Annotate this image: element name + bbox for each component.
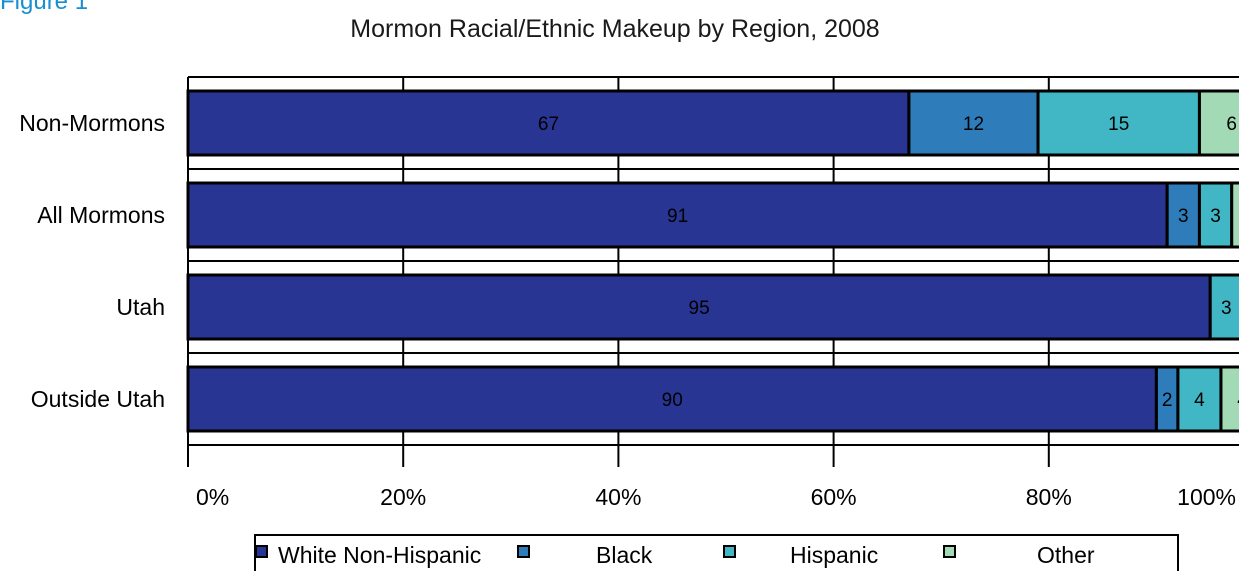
- legend-label: Other: [1037, 542, 1095, 568]
- legend-swatch: [943, 545, 956, 558]
- x-tick-label: 20%: [380, 484, 426, 510]
- x-tick-label: 40%: [595, 484, 641, 510]
- category-label: Outside Utah: [31, 386, 165, 412]
- data-label: 90: [662, 390, 683, 411]
- bar-segment: [186, 89, 911, 157]
- x-axis: 0% 20% 40% 60% 80% 100%: [187, 444, 1239, 510]
- data-label: 15: [1108, 114, 1129, 135]
- legend-swatch: [517, 545, 530, 558]
- data-label: 95: [689, 298, 710, 319]
- legend: White Non-Hispanic Black Hispanic Other: [254, 534, 1179, 571]
- bar-segment: [1208, 273, 1239, 341]
- data-label: 4: [1194, 390, 1205, 411]
- category-label: All Mormons: [37, 202, 165, 228]
- data-label: 12: [963, 114, 984, 135]
- bar-segment: [1219, 365, 1239, 433]
- x-tick-label: 60%: [811, 484, 857, 510]
- data-label: 4: [1237, 390, 1239, 411]
- bar-segment: [186, 273, 1212, 341]
- bar-segment: [186, 181, 1169, 249]
- bar-segment: [1197, 89, 1239, 157]
- legend-swatch: [723, 545, 736, 558]
- legend-swatch: [255, 545, 268, 558]
- bar-segment: [1197, 181, 1234, 249]
- data-label: 3: [1210, 206, 1221, 227]
- x-tick-label: 100%: [1177, 484, 1236, 510]
- data-label: 2: [1162, 390, 1173, 411]
- legend-label: White Non-Hispanic: [278, 542, 481, 568]
- category-label: Utah: [116, 294, 165, 320]
- x-tick-label: 0%: [196, 484, 229, 510]
- category-label: Non-Mormons: [19, 110, 165, 136]
- x-tick-label: 80%: [1026, 484, 1072, 510]
- figure-label: Figure 1: [0, 0, 89, 15]
- bar-segment: [1230, 181, 1239, 249]
- data-label: 6: [1226, 114, 1237, 135]
- legend-box: [254, 534, 1179, 571]
- legend-label: Hispanic: [790, 542, 878, 568]
- bar-segment: [907, 89, 1040, 157]
- legend-label: Black: [596, 542, 653, 568]
- bar-segment: [186, 365, 1158, 433]
- category-labels: Non-Mormons All Mormons Utah Outside Utah: [19, 110, 165, 412]
- bar-segment: [1036, 89, 1201, 157]
- data-label: 3: [1178, 206, 1189, 227]
- data-label: 91: [667, 206, 688, 227]
- data-label: 67: [538, 114, 559, 135]
- data-label: 3: [1221, 298, 1232, 319]
- chart-title: Mormon Racial/Ethnic Makeup by Region, 2…: [350, 15, 879, 43]
- bars: 671215691333953290244: [186, 89, 1239, 433]
